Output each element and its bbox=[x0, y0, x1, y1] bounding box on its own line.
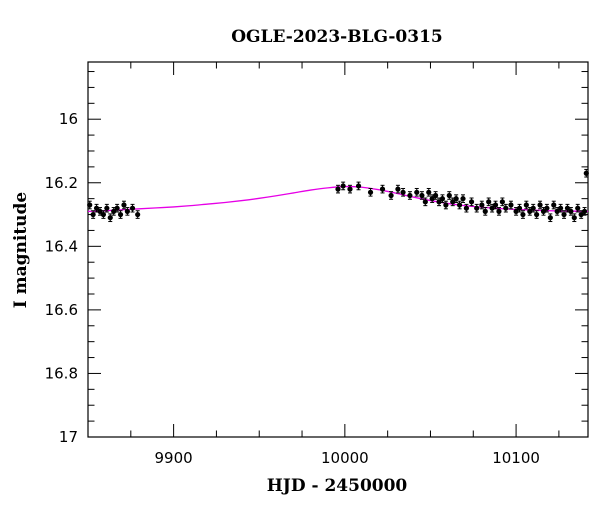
plot-area: 9900 10000 10100 16 16.2 16.4 16.6 16.8 17 bbox=[45, 61, 589, 467]
data-point bbox=[450, 199, 456, 205]
data-point bbox=[379, 186, 386, 192]
data-point bbox=[124, 208, 130, 214]
data-point bbox=[121, 202, 127, 208]
data-point bbox=[479, 202, 485, 208]
y-tick-label: 17 bbox=[59, 428, 78, 446]
x-tick-label: 10100 bbox=[492, 449, 540, 467]
data-point bbox=[400, 189, 406, 195]
data-point bbox=[429, 196, 435, 202]
data-point bbox=[335, 186, 341, 192]
data-point bbox=[564, 205, 571, 211]
data-point bbox=[407, 192, 413, 199]
data-point bbox=[516, 205, 523, 211]
data-point bbox=[107, 215, 113, 221]
data-point bbox=[117, 211, 124, 218]
x-tick-label: 10000 bbox=[321, 449, 369, 467]
data-point bbox=[93, 205, 100, 211]
data-point bbox=[508, 202, 514, 208]
data-point bbox=[544, 205, 550, 211]
data-point bbox=[114, 205, 120, 211]
data-point bbox=[100, 211, 107, 218]
data-point bbox=[520, 211, 526, 218]
data-point bbox=[537, 202, 543, 208]
data-point bbox=[482, 208, 488, 214]
data-point bbox=[540, 208, 547, 214]
data-point bbox=[436, 199, 442, 205]
chart-title: OGLE-2023-BLG-0315 bbox=[231, 27, 443, 47]
data-point bbox=[414, 189, 420, 195]
data-point bbox=[463, 205, 470, 211]
y-tick-label: 16.4 bbox=[45, 237, 78, 255]
data-point bbox=[419, 192, 425, 199]
data-point bbox=[503, 205, 509, 211]
data-point bbox=[104, 205, 110, 211]
data-point bbox=[561, 211, 567, 218]
data-point bbox=[97, 208, 103, 214]
data-point bbox=[453, 196, 459, 202]
data-point bbox=[439, 196, 446, 202]
data-point bbox=[347, 186, 353, 192]
data-point bbox=[568, 208, 574, 214]
data-point bbox=[523, 202, 529, 208]
data-point bbox=[492, 202, 499, 208]
data-point bbox=[460, 196, 466, 202]
data-point bbox=[547, 215, 553, 221]
data-point bbox=[367, 189, 374, 195]
y-axis-label: I magnitude bbox=[11, 192, 31, 309]
plot-frame bbox=[87, 61, 589, 438]
data-point bbox=[575, 205, 581, 211]
data-point bbox=[530, 205, 536, 211]
data-point bbox=[583, 170, 589, 176]
data-point bbox=[527, 208, 533, 214]
data-point bbox=[551, 202, 557, 208]
data-point bbox=[90, 211, 96, 218]
data-point bbox=[489, 205, 495, 211]
data-point bbox=[395, 186, 401, 192]
y-tick-label: 16.6 bbox=[45, 301, 78, 319]
data-point bbox=[446, 192, 452, 199]
data-point bbox=[486, 199, 492, 205]
data-point bbox=[513, 208, 519, 214]
data-point bbox=[129, 205, 136, 211]
data-point bbox=[554, 208, 560, 214]
data-point bbox=[422, 199, 428, 205]
data-point bbox=[456, 202, 463, 208]
data-point bbox=[355, 183, 362, 189]
data-point bbox=[340, 183, 346, 189]
data-point bbox=[443, 202, 449, 208]
data-point bbox=[496, 208, 502, 214]
data-point bbox=[388, 192, 394, 199]
data-point bbox=[87, 202, 93, 208]
x-axis-label: HJD - 2450000 bbox=[267, 476, 408, 496]
y-tick-label: 16.8 bbox=[45, 364, 78, 382]
x-tick-label: 9900 bbox=[155, 449, 193, 467]
model-curve bbox=[87, 185, 589, 213]
y-tick-label: 16 bbox=[59, 110, 78, 128]
data-point bbox=[426, 189, 432, 195]
data-point bbox=[433, 192, 439, 199]
data-point bbox=[571, 215, 577, 221]
data-point bbox=[468, 199, 475, 205]
data-point bbox=[534, 211, 540, 218]
data-point bbox=[135, 211, 141, 218]
data-point bbox=[111, 208, 117, 214]
data-point bbox=[578, 211, 584, 218]
data-point bbox=[558, 205, 564, 211]
data-point bbox=[474, 205, 480, 211]
y-tick-label: 16.2 bbox=[45, 174, 78, 192]
data-point bbox=[581, 208, 588, 214]
data-point bbox=[499, 199, 505, 205]
